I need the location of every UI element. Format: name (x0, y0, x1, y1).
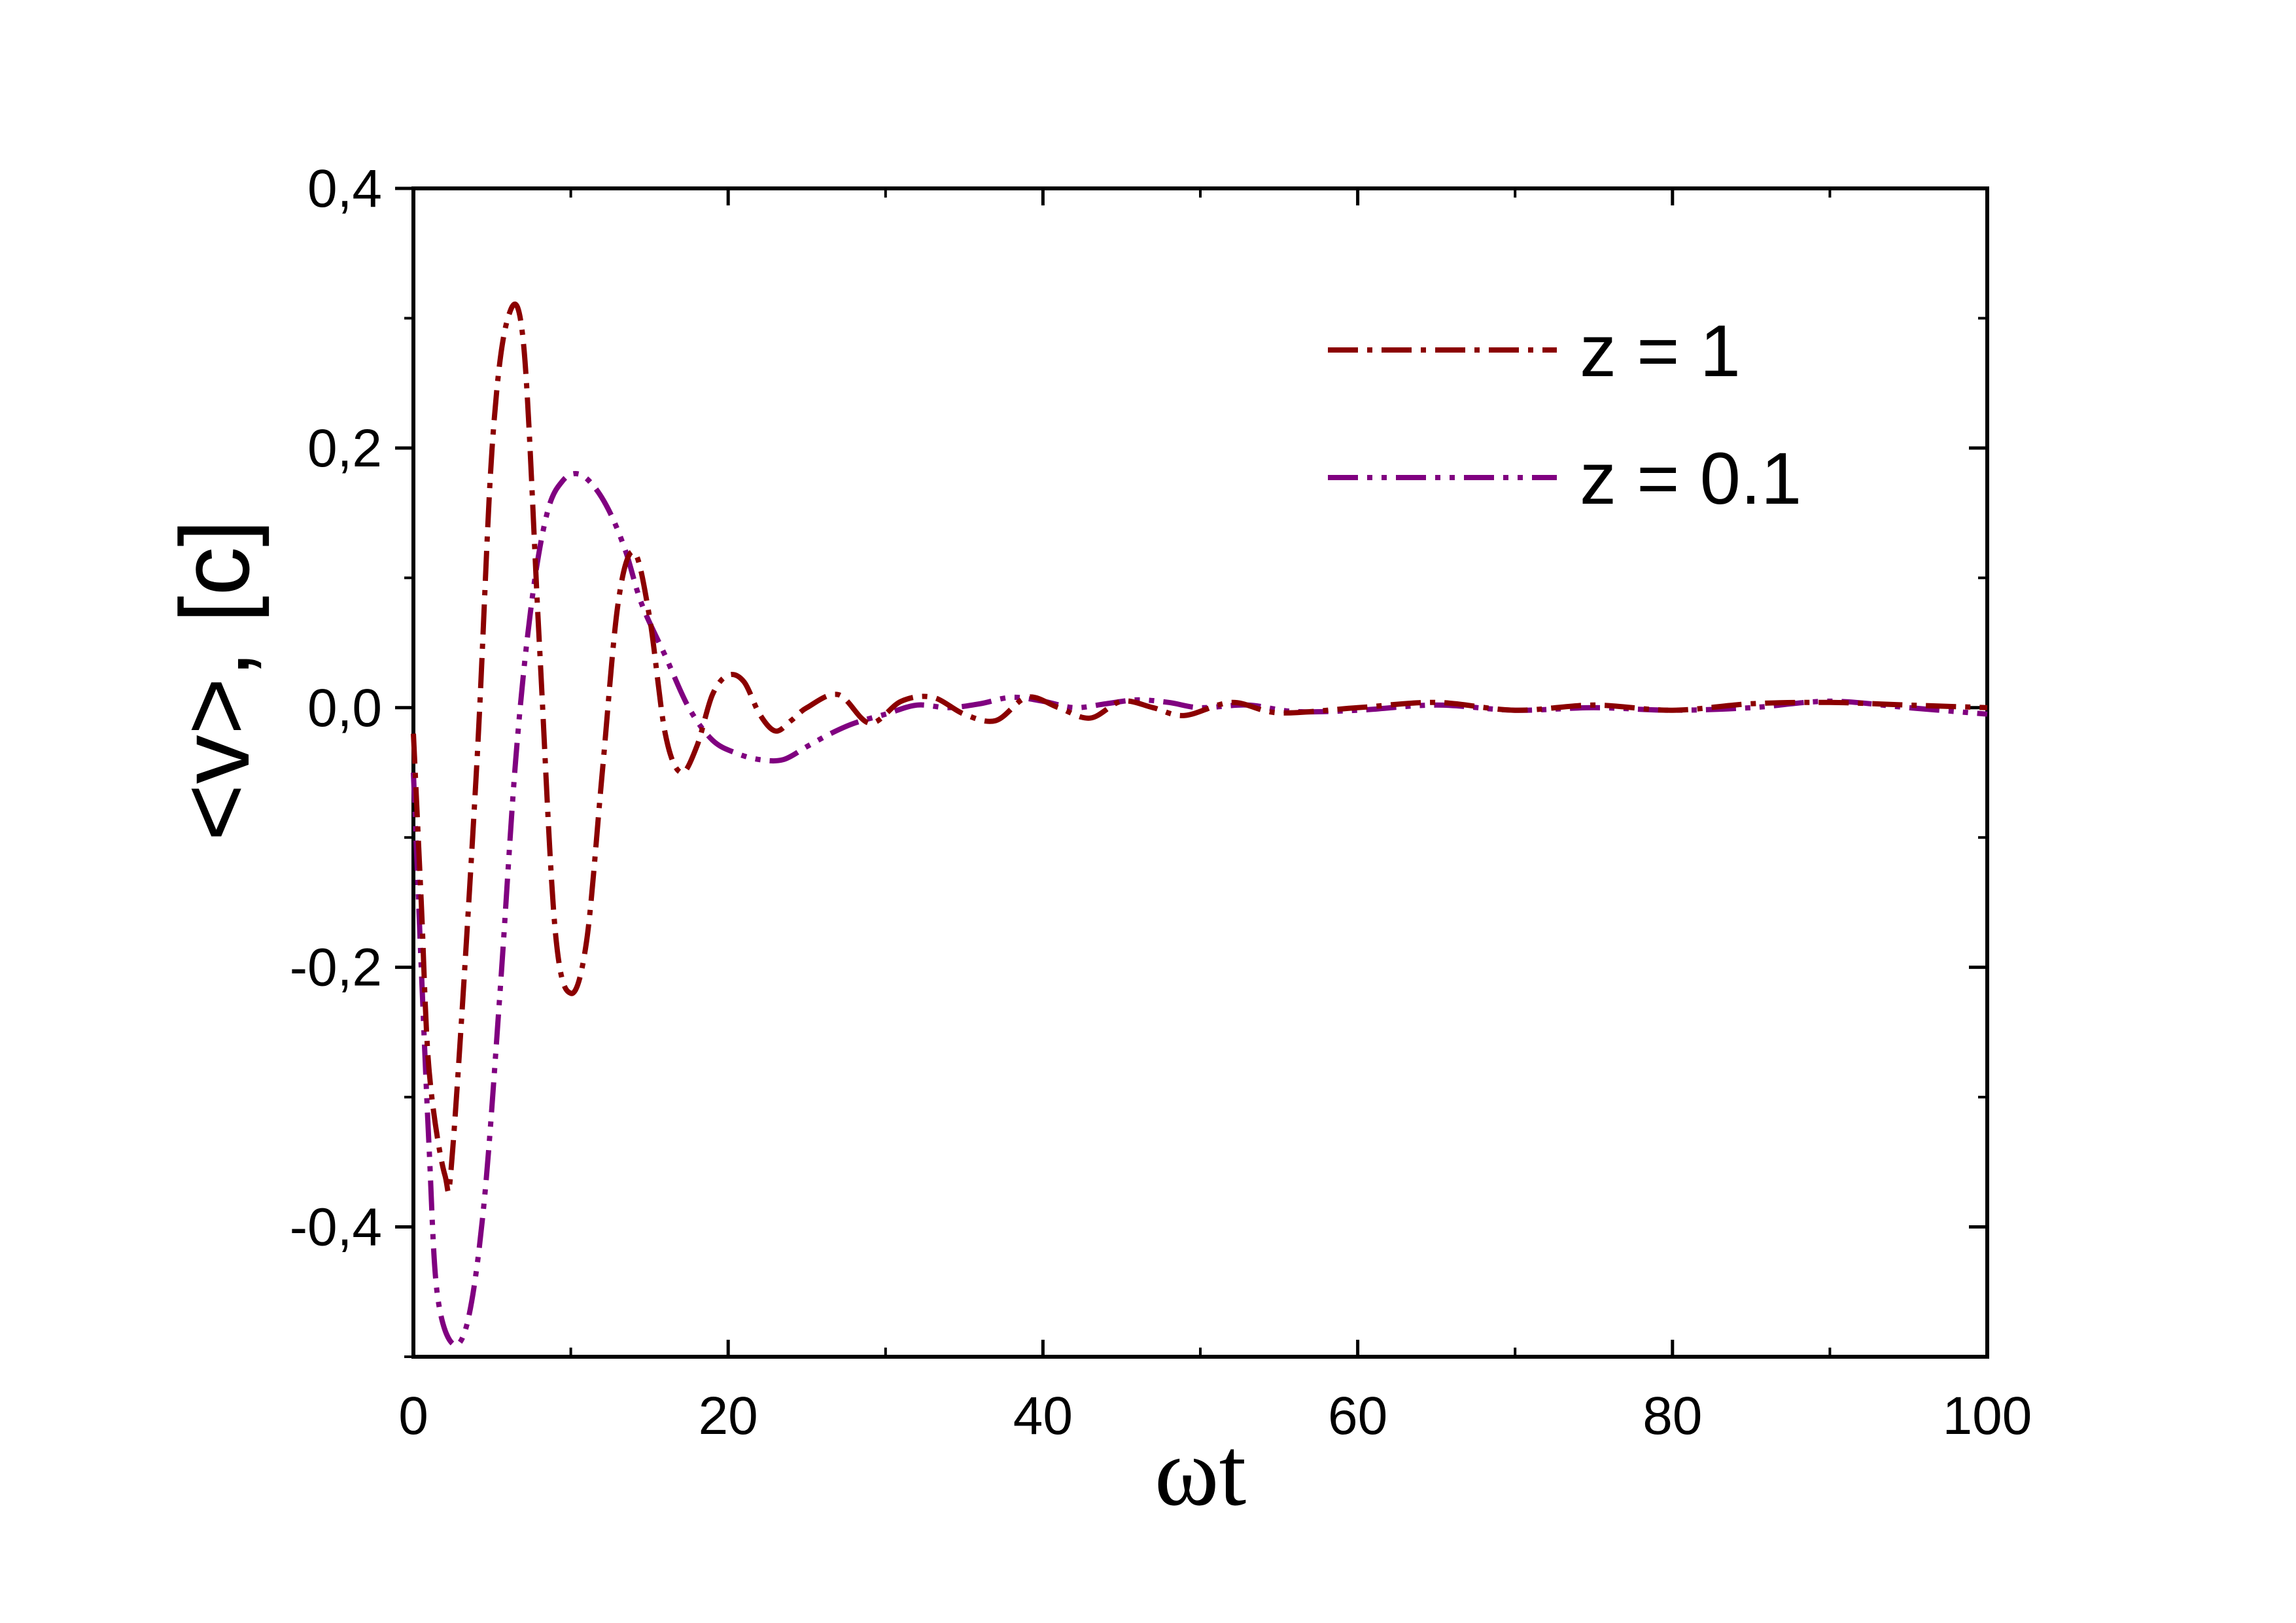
y-tick-label: 0,0 (307, 678, 382, 738)
legend: z = 1 z = 0.1 (1328, 310, 1801, 519)
y-axis-ticks: 0,4 0,2 0,0 -0,2 -0,4 (290, 159, 1987, 1358)
x-axis-title: ωt (1155, 1418, 1246, 1526)
y-tick-label: -0,2 (290, 938, 382, 998)
y-axis-title: <v>, [c] (160, 519, 270, 841)
plot-frame (411, 186, 1989, 1359)
x-tick-label: 40 (1013, 1386, 1073, 1446)
y-tick-label: -0,4 (290, 1198, 382, 1257)
y-tick-label: 0,2 (307, 419, 382, 478)
y-tick-label: 0,4 (307, 159, 382, 218)
x-tick-label: 100 (1943, 1386, 2032, 1446)
x-tick-label: 80 (1643, 1386, 1702, 1446)
x-axis-ticks: 0 20 40 60 80 100 (398, 188, 2032, 1446)
x-tick-label: 0 (398, 1386, 428, 1446)
series-line (411, 301, 1988, 1195)
series-layer (411, 301, 1988, 1348)
legend-label: z = 1 (1580, 310, 1741, 392)
series-line (411, 471, 1988, 1348)
legend-label: z = 0.1 (1580, 438, 1801, 519)
x-tick-label: 20 (699, 1386, 758, 1446)
x-tick-label: 60 (1328, 1386, 1387, 1446)
